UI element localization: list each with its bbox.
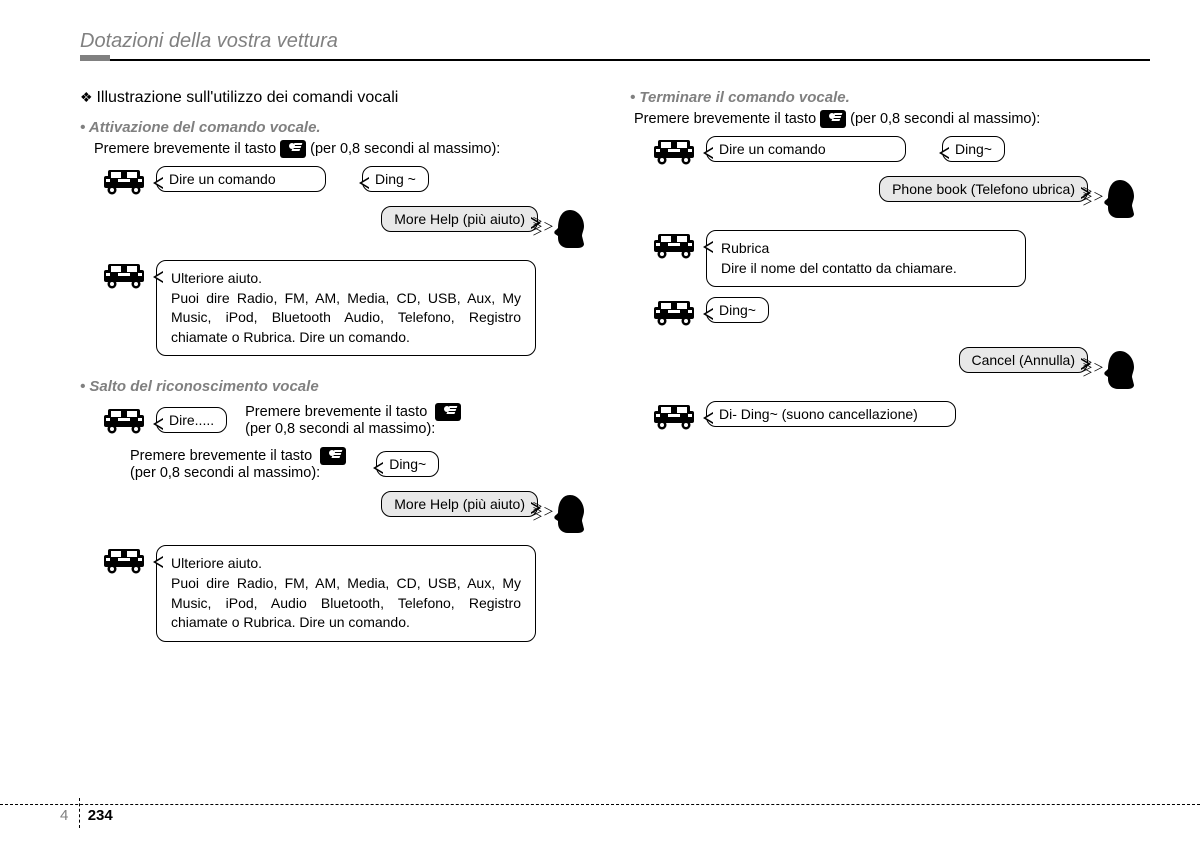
press-prefix: Premere brevemente il tasto	[94, 141, 276, 157]
help-bubble: Rubrica Dire il nome del contatto da chi…	[706, 230, 1026, 287]
sound-bubble: Ding~	[706, 297, 769, 323]
instruction-line: Premere brevemente il tasto (per 0,8 sec…	[94, 140, 600, 158]
user-speech-bubble: Phone book (Telefono ubrica)	[879, 176, 1088, 202]
press-prefix: Premere brevemente il tasto	[245, 404, 427, 420]
dialog-row: Ulteriore aiuto. Puoi dire Radio, FM, AM…	[100, 260, 600, 356]
voice-button-icon	[320, 447, 346, 465]
help-body: Puoi dire Radio, FM, AM, Media, CD, USB,…	[171, 290, 521, 345]
car-icon	[100, 166, 148, 196]
help-title: Ulteriore aiuto.	[171, 270, 262, 286]
car-icon	[650, 136, 698, 166]
car-icon	[650, 401, 698, 431]
dialog-row: Rubrica Dire il nome del contatto da chi…	[650, 230, 1150, 287]
help-title: Ulteriore aiuto.	[171, 555, 262, 571]
right-column: Terminare il comando vocale. Premere bre…	[630, 89, 1150, 652]
subhead-activation: Attivazione del comando vocale.	[80, 119, 600, 136]
page-header: Dotazioni della vostra vettura	[80, 30, 1150, 61]
user-speech-bubble: More Help (più aiuto)	[381, 491, 538, 517]
section-number: 4	[60, 807, 68, 824]
car-icon	[100, 260, 148, 290]
section-title: Illustrazione sull'utilizzo dei comandi …	[80, 89, 600, 107]
left-column: Illustrazione sull'utilizzo dei comandi …	[80, 89, 600, 652]
dialog-row: Premere brevemente il tasto (per 0,8 sec…	[130, 447, 600, 481]
car-icon	[100, 545, 148, 575]
head-icon: ＞＞＞＞	[546, 206, 590, 250]
voice-button-icon	[435, 403, 461, 421]
dialog-row: Dire un comando Ding ~	[100, 166, 600, 196]
voice-button-icon	[820, 110, 846, 128]
help-body: Dire il nome del contatto da chiamare.	[721, 260, 957, 276]
sound-bubble: Ding ~	[362, 166, 429, 192]
press-suffix: (per 0,8 secondi al massimo):	[245, 421, 435, 437]
help-title: Rubrica	[721, 240, 769, 256]
dialog-row: Phone book (Telefono ubrica) ＞＞＞＞	[650, 176, 1140, 220]
speech-bubble: Dire un comando	[156, 166, 326, 192]
speech-bubble: Di- Ding~ (suono cancellazione)	[706, 401, 956, 427]
dialog-row: Dire..... Premere brevemente il tasto (p…	[100, 403, 600, 437]
speech-bubble: Dire.....	[156, 407, 227, 433]
voice-button-icon	[280, 140, 306, 158]
head-icon: ＞＞＞＞	[1096, 347, 1140, 391]
dialog-row: Di- Ding~ (suono cancellazione)	[650, 401, 1150, 431]
press-prefix: Premere brevemente il tasto	[634, 111, 816, 127]
user-speech-bubble: Cancel (Annulla)	[959, 347, 1089, 373]
subhead-terminate: Terminare il comando vocale.	[630, 89, 1150, 106]
head-icon: ＞＞＞＞	[546, 491, 590, 535]
footer-separator	[0, 804, 1200, 805]
head-icon: ＞＞＞＞	[1096, 176, 1140, 220]
press-suffix: (per 0,8 secondi al massimo):	[850, 111, 1040, 127]
page-num-value: 234	[88, 807, 113, 824]
car-icon	[650, 297, 698, 327]
user-speech-bubble: More Help (più aiuto)	[381, 206, 538, 232]
dialog-row: Ding~	[650, 297, 1150, 327]
press-suffix: (per 0,8 secondi al massimo):	[310, 141, 500, 157]
dialog-row: More Help (più aiuto) ＞＞＞＞	[100, 206, 590, 250]
help-body: Puoi dire Radio, FM, AM, Media, CD, USB,…	[171, 575, 521, 630]
car-icon	[100, 405, 148, 435]
speech-bubble: Dire un comando	[706, 136, 906, 162]
car-icon	[650, 230, 698, 260]
sound-bubble: Ding~	[376, 451, 439, 477]
dialog-row: Ulteriore aiuto. Puoi dire Radio, FM, AM…	[100, 545, 600, 641]
page-number: 4 234	[60, 801, 113, 831]
help-bubble: Ulteriore aiuto. Puoi dire Radio, FM, AM…	[156, 545, 536, 641]
subhead-skip: Salto del riconoscimento vocale	[80, 378, 600, 395]
dialog-row: Dire un comando Ding~	[650, 136, 1150, 166]
press-suffix: (per 0,8 secondi al massimo):	[130, 465, 320, 481]
press-prefix: Premere brevemente il tasto	[130, 448, 312, 464]
instruction-line: Premere brevemente il tasto (per 0,8 sec…	[634, 110, 1150, 128]
dialog-row: Cancel (Annulla) ＞＞＞＞	[650, 347, 1140, 391]
dialog-row: More Help (più aiuto) ＞＞＞＞	[100, 491, 590, 535]
sound-bubble: Ding~	[942, 136, 1005, 162]
help-bubble: Ulteriore aiuto. Puoi dire Radio, FM, AM…	[156, 260, 536, 356]
